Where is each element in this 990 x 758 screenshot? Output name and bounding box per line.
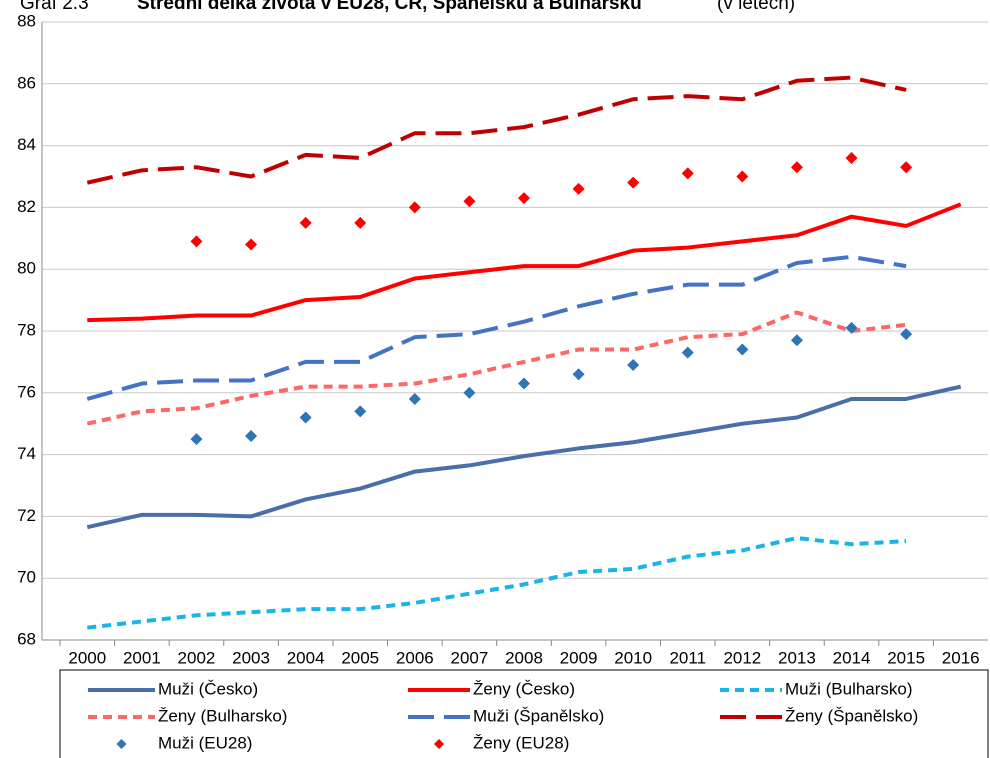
x-tick-label: 2003: [232, 648, 270, 667]
marker: [463, 386, 476, 399]
x-tick-label: 2008: [505, 648, 543, 667]
legend-marker: [116, 739, 127, 749]
marker: [518, 377, 530, 390]
x-tick-label: 2009: [560, 648, 598, 667]
x-tick-label: 2004: [287, 648, 325, 667]
y-tick-label: 72: [17, 506, 36, 525]
chart-label: Graf 2.3: [20, 0, 89, 14]
legend-label: Ženy (Španělsko): [785, 706, 918, 725]
legend-label: Muži (Česko): [158, 679, 258, 698]
marker: [627, 176, 640, 189]
series-line: [87, 202, 962, 323]
series-line: [86, 310, 907, 426]
y-tick-label: 82: [17, 197, 36, 216]
x-tick-label: 2005: [341, 648, 379, 667]
marker: [681, 346, 694, 359]
marker: [463, 195, 476, 208]
legend-label: Ženy (EU28): [473, 733, 569, 752]
legend-label: Muži (Španělsko): [473, 706, 604, 725]
y-tick-label: 70: [17, 568, 36, 587]
marker: [736, 343, 749, 356]
marker: [408, 201, 421, 214]
x-tick-label: 2002: [178, 648, 216, 667]
marker: [299, 216, 312, 229]
marker: [190, 235, 203, 248]
x-tick-label: 2015: [887, 648, 925, 667]
x-tick-label: 2010: [614, 648, 652, 667]
marker: [518, 192, 530, 205]
legend-box: [59, 669, 989, 758]
y-tick-label: 74: [17, 444, 36, 463]
legend-label: Ženy (Bulharsko): [158, 706, 287, 725]
marker: [354, 216, 367, 229]
legend-label: Muži (Bulharsko): [785, 679, 913, 698]
x-tick-label: 2001: [123, 648, 161, 667]
series-line: [87, 536, 907, 630]
marker: [245, 238, 258, 251]
y-tick-label: 84: [17, 135, 36, 154]
marker: [299, 411, 312, 424]
series-line: [86, 254, 907, 401]
marker: [572, 182, 585, 195]
legend-marker: [434, 739, 444, 749]
y-tick-label: 68: [17, 629, 36, 648]
marker: [572, 368, 585, 381]
x-tick-label: 2012: [723, 648, 761, 667]
marker: [627, 358, 640, 371]
marker: [736, 170, 749, 183]
marker: [408, 392, 421, 405]
marker: [190, 433, 203, 446]
marker: [900, 328, 913, 341]
legend-label: Muži (EU28): [158, 733, 252, 752]
chart-title: Střední délka života v EU28, ČR, Španěls…: [137, 0, 642, 14]
marker: [354, 405, 367, 418]
x-tick-label: 2006: [396, 648, 434, 667]
legend-label: Ženy (Česko): [473, 679, 575, 698]
x-tick-label: 2011: [669, 648, 706, 667]
marker: [900, 161, 913, 174]
x-tick-label: 2014: [833, 648, 871, 667]
series-line: [86, 75, 907, 185]
x-tick-label: 2016: [942, 648, 980, 667]
x-tick-label: 2007: [450, 648, 488, 667]
marker: [845, 321, 858, 334]
y-tick-label: 76: [17, 382, 36, 401]
chart-subtitle: (v letech): [717, 0, 795, 14]
y-tick-label: 88: [17, 11, 36, 30]
series-line: [86, 384, 962, 530]
x-tick-label: 2013: [778, 648, 816, 667]
marker: [845, 151, 858, 164]
marker: [245, 430, 258, 443]
y-tick-label: 78: [17, 320, 36, 339]
marker: [790, 334, 803, 347]
x-tick-label: 2000: [68, 648, 106, 667]
marker: [790, 161, 803, 174]
y-tick-label: 86: [17, 73, 36, 92]
y-tick-label: 80: [17, 259, 36, 278]
marker: [681, 167, 694, 180]
